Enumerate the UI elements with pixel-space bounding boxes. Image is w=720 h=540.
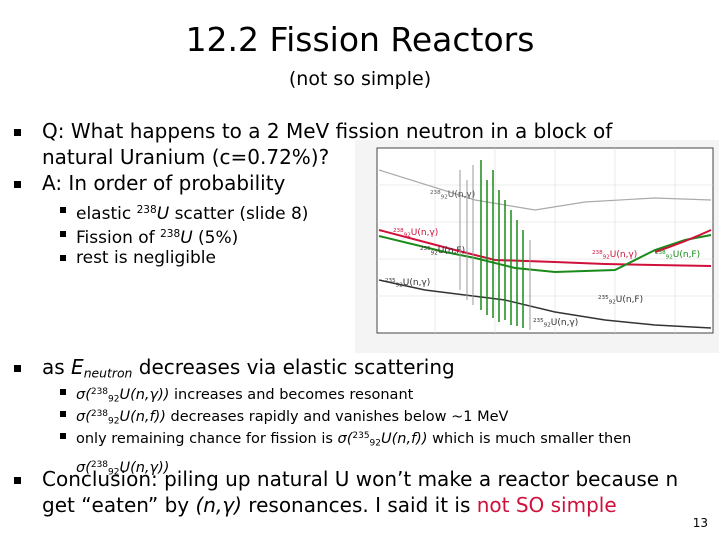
- sub-bullet-text: only remaining chance for fission is σ(2…: [76, 426, 701, 483]
- sub-bullet: [60, 207, 66, 213]
- text-run: (5%): [192, 227, 239, 248]
- bullet: [14, 181, 21, 188]
- text-run: Fission of: [76, 227, 161, 248]
- reaction: U(n,F): [672, 250, 701, 261]
- reaction: U(n,F): [615, 295, 644, 306]
- text-run: 238: [90, 387, 109, 397]
- sub-bullet-text: Fission of 238U (5%): [76, 222, 346, 250]
- text-run: decreases via elastic scattering: [132, 355, 455, 379]
- atomic-number: 92: [395, 282, 403, 289]
- bullet-text: Conclusion: piling up natural U won’t ma…: [42, 466, 702, 518]
- text-run: U(n,f)): [380, 430, 428, 447]
- text-run: (n,γ): [195, 493, 242, 517]
- bullet-text: A: In order of probability: [42, 170, 662, 196]
- atomic-number: 92: [543, 322, 551, 329]
- bullet-text: as Eneutron decreases via elastic scatte…: [42, 354, 702, 387]
- mass-number: 235: [598, 295, 609, 301]
- reaction: U(n,γ): [447, 190, 476, 201]
- sub-bullet: [60, 433, 66, 439]
- text-run: 92: [108, 467, 120, 478]
- text-run: 238: [90, 409, 109, 419]
- reaction: U(n,γ): [609, 250, 638, 261]
- text-run: neutron: [83, 365, 133, 381]
- atomic-number: 92: [608, 299, 616, 306]
- text-run: 235: [352, 431, 370, 441]
- bullet: [14, 477, 21, 484]
- text-run: U: [156, 203, 170, 224]
- atomic-number: 92: [440, 194, 448, 201]
- figure-label: 23892U(n,γ): [393, 228, 438, 239]
- figure-label: 23592U(n,γ): [385, 278, 430, 289]
- atomic-number: 92: [665, 254, 673, 261]
- sub-bullet: [60, 389, 66, 395]
- mass-number: 235: [385, 278, 396, 284]
- text-run: 92: [369, 438, 381, 449]
- bullet: [14, 365, 21, 372]
- reaction: U(n,γ): [402, 278, 431, 289]
- text-run: U(n,γ)): [119, 386, 170, 403]
- text-run: 238: [160, 228, 181, 240]
- reaction: U(n,F): [437, 246, 466, 257]
- mass-number: 235: [420, 246, 431, 252]
- text-run: increases and becomes resonant: [169, 386, 414, 403]
- mass-number: 235: [533, 318, 544, 324]
- sub-bullet-text: σ(23892U(n,γ)) increases and becomes res…: [76, 382, 701, 411]
- text-run: A: In order of probability: [42, 171, 286, 195]
- text-run: rest is negligible: [76, 248, 216, 268]
- text-run: U(n,γ)): [119, 459, 170, 476]
- title: 12.2 Fission Reactors: [185, 20, 535, 59]
- text-run: elastic: [76, 203, 137, 224]
- sub-bullet: [60, 231, 66, 237]
- text-run: 92: [108, 416, 120, 427]
- text-run: Q: What happens to a 2 MeV fission neutr…: [42, 119, 613, 169]
- sub-bullet-text: rest is negligible: [76, 246, 346, 270]
- sub-bullet-text: elastic 238U scatter (slide 8): [76, 198, 346, 226]
- page-number: 13: [692, 516, 708, 530]
- figure-label: 23592U(n,F): [598, 295, 643, 306]
- text-run: σ(: [337, 430, 353, 447]
- bullet: [14, 129, 21, 136]
- bullet-text: Q: What happens to a 2 MeV fission neutr…: [42, 118, 662, 170]
- figure-label: 23892U(n,γ): [430, 190, 475, 201]
- sub-bullet: [60, 255, 66, 261]
- text-run: scatter (slide 8): [169, 203, 309, 224]
- text-run: decreases rapidly and vanishes below ~1 …: [165, 408, 509, 425]
- figure-label: 23592U(n,F): [420, 246, 465, 257]
- mass-number: 238: [430, 190, 441, 196]
- subtitle: (not so simple): [288, 68, 432, 90]
- reaction: U(n,γ): [550, 318, 579, 329]
- figure-label: 23892U(n,γ): [592, 250, 637, 261]
- text-run: U(n,f)): [119, 408, 166, 425]
- text-run: as: [42, 355, 72, 379]
- text-run: 92: [108, 394, 120, 405]
- text-run: σ(: [76, 408, 91, 425]
- text-run: only remaining chance for fission is: [76, 430, 338, 447]
- text-run: 238: [90, 459, 109, 470]
- text-run: which is much smaller then: [427, 430, 632, 447]
- cross-section-figure: [355, 140, 719, 353]
- reaction: U(n,γ): [410, 228, 439, 239]
- text-run: resonances. I said it is: [241, 493, 477, 517]
- atomic-number: 92: [403, 232, 411, 239]
- text-run: Conclusion: piling up natural U won’t ma…: [42, 467, 679, 517]
- text-run: U: [180, 227, 193, 248]
- figure-label: 23592U(n,γ): [533, 318, 578, 329]
- text-run: not SO simple: [476, 493, 617, 517]
- text-run: σ(: [76, 386, 91, 403]
- sub-bullet: [60, 411, 66, 417]
- mass-number: 238: [655, 250, 666, 256]
- text-run: E: [71, 355, 84, 379]
- sub-bullet-text: σ(23892U(n,f)) decreases rapidly and van…: [76, 404, 701, 433]
- text-run: σ(: [76, 459, 91, 476]
- mass-number: 238: [393, 228, 404, 234]
- atomic-number: 92: [430, 250, 438, 257]
- atomic-number: 92: [602, 254, 610, 261]
- mass-number: 238: [592, 250, 603, 256]
- figure-label: 23892U(n,F): [655, 250, 700, 261]
- text-run: 238: [136, 204, 157, 216]
